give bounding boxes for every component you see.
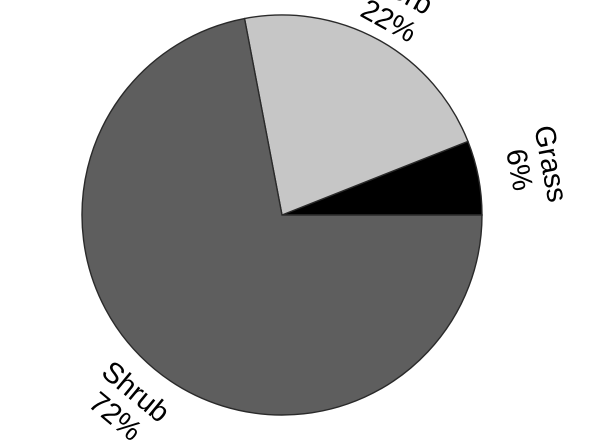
pie-slices <box>81 14 483 416</box>
pie-slice-shrub <box>81 17 483 416</box>
pie-label-percent: 6% <box>499 146 538 193</box>
pie-slice-forb <box>243 14 469 216</box>
